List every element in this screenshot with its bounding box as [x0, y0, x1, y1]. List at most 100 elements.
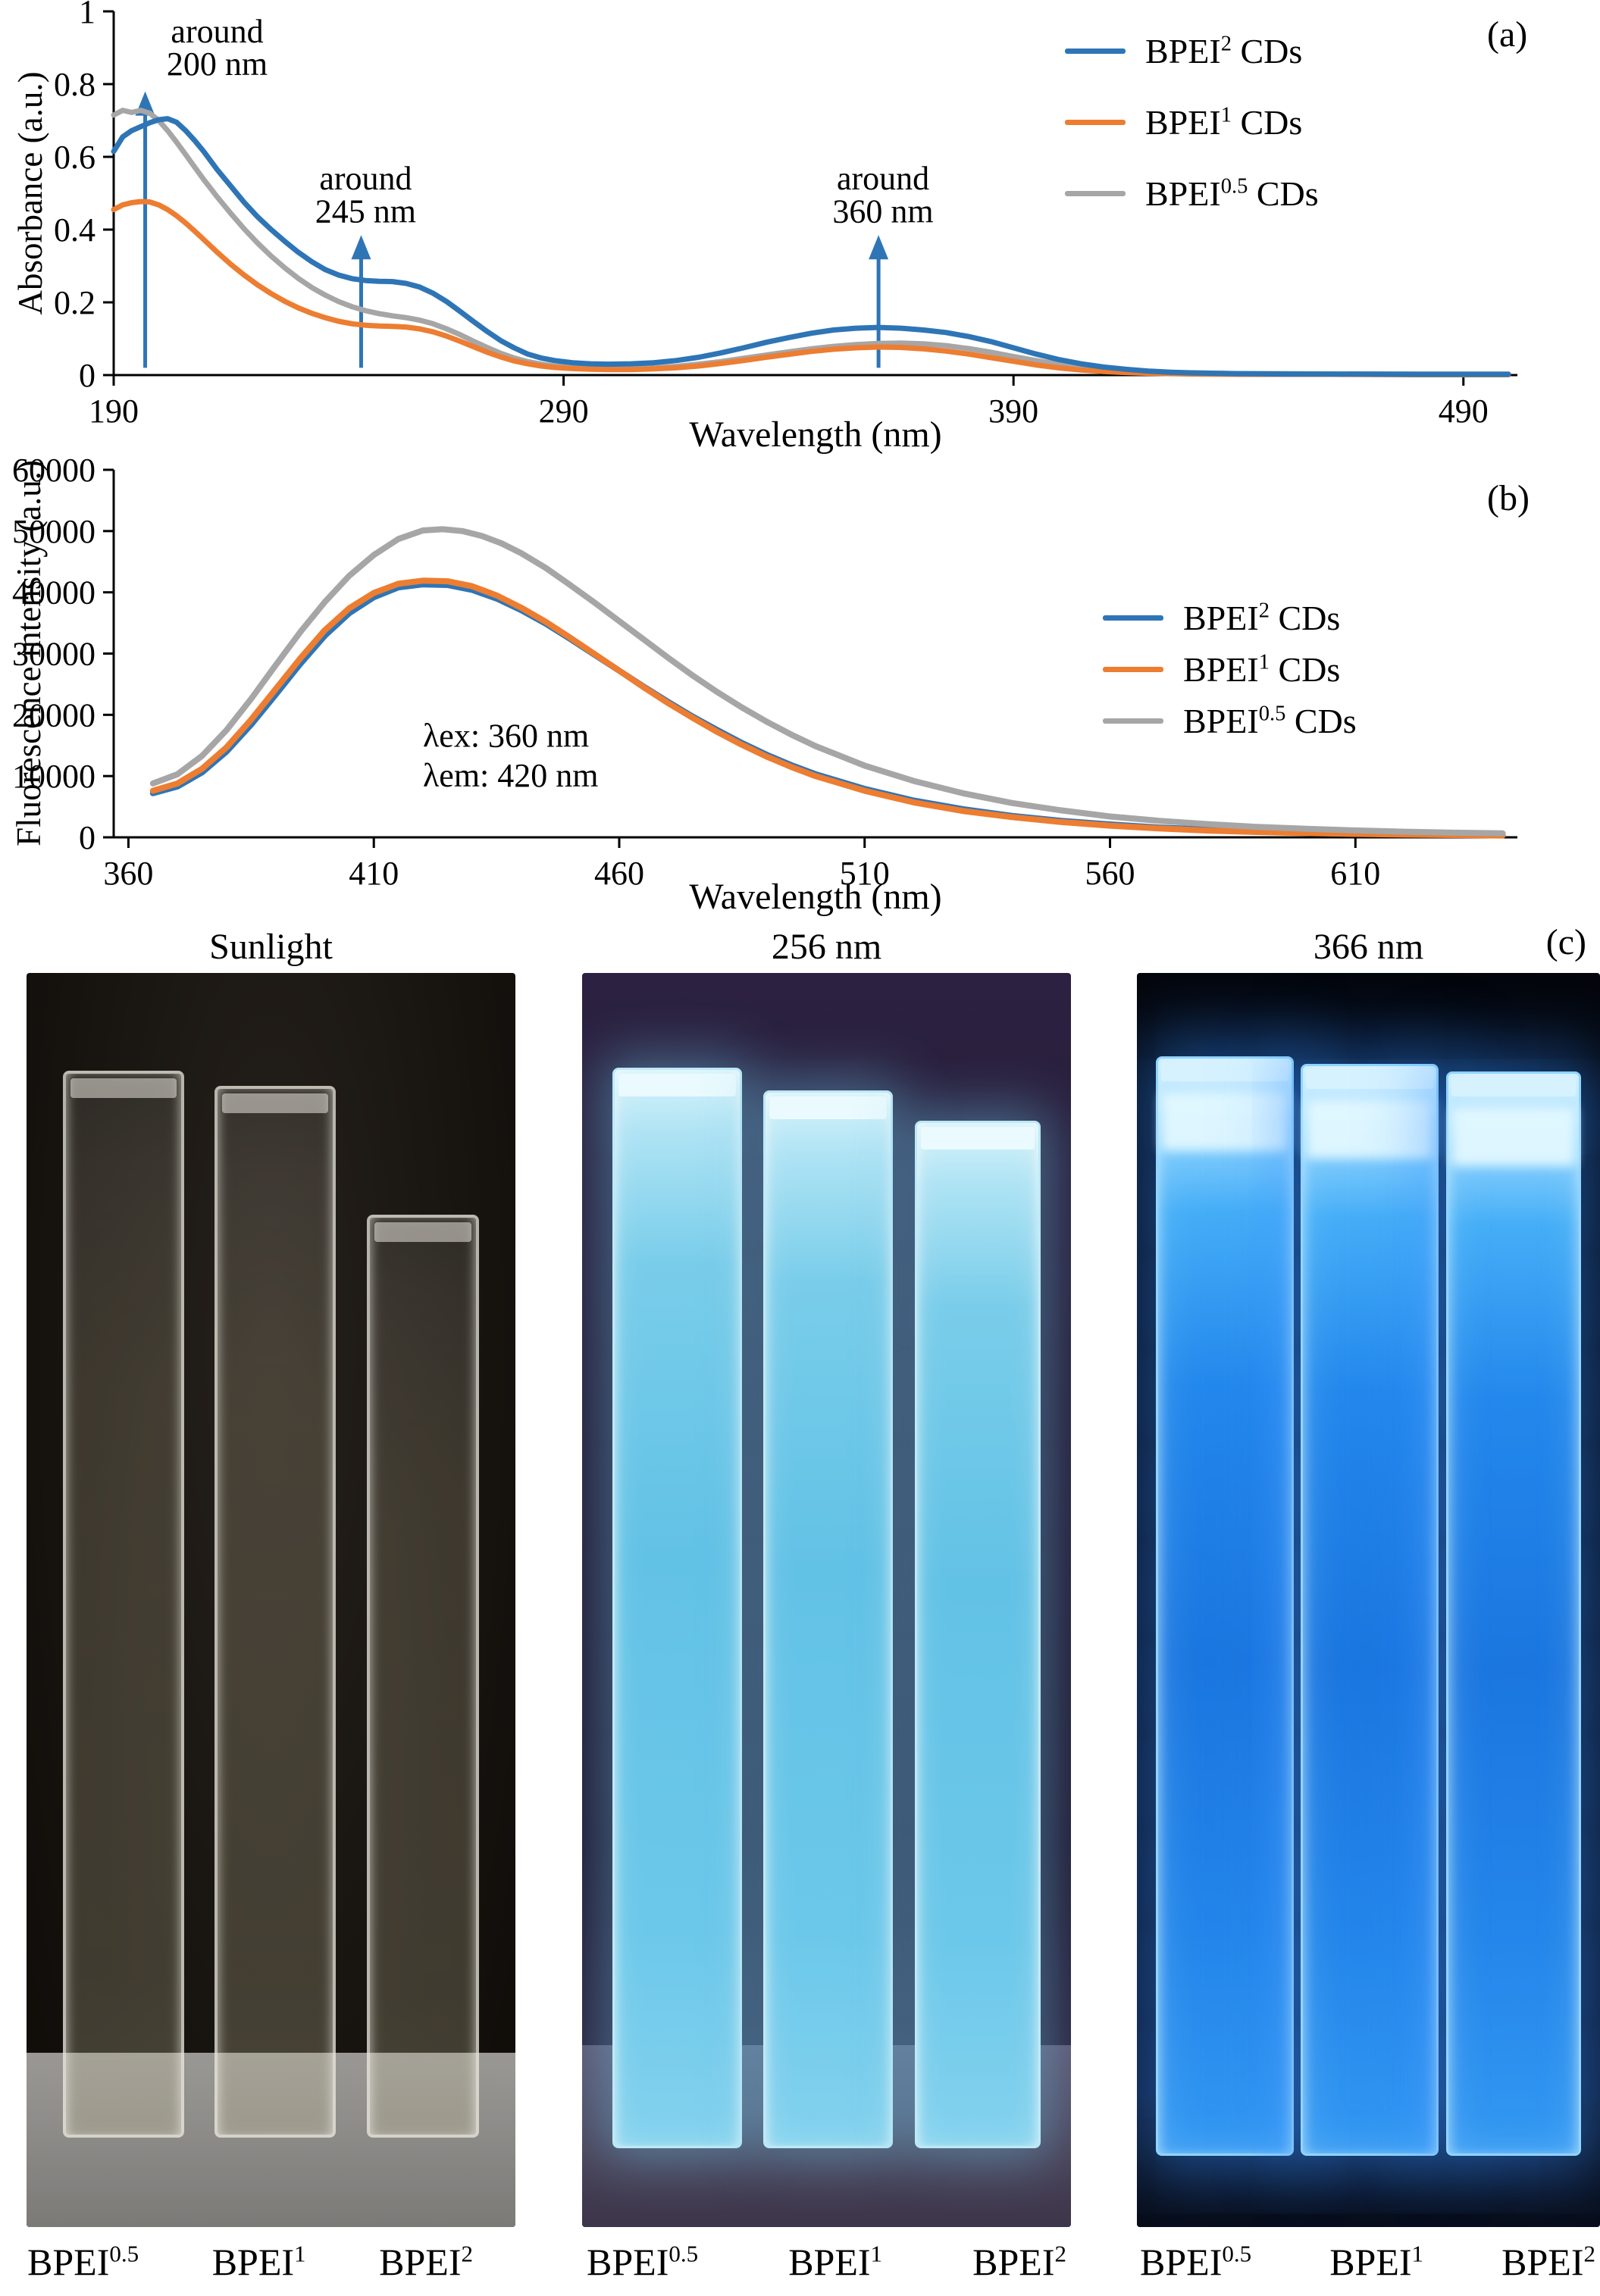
svg-text:490: 490 — [1439, 393, 1489, 430]
svg-text:200 nm: 200 nm — [167, 45, 268, 83]
cuvette-bpei1 — [1301, 1064, 1439, 2156]
glow-band — [1306, 1100, 1434, 1159]
photo-256nm — [582, 973, 1071, 2227]
cuvette-label-bpei05: BPEI0.5 — [1140, 2240, 1252, 2283]
cuvette-rim — [618, 1074, 737, 1096]
svg-text:1: 1 — [79, 0, 95, 30]
svg-text:610: 610 — [1330, 855, 1380, 892]
svg-text:40000: 40000 — [12, 574, 95, 612]
cuvette-labels-366nm: BPEI0.5 BPEI1 BPEI2 — [1135, 2240, 1600, 2293]
svg-text:0: 0 — [79, 357, 95, 394]
photo-sunlight — [27, 973, 515, 2227]
cuvette-rim — [222, 1093, 329, 1113]
svg-text:360 nm: 360 nm — [832, 192, 933, 230]
cuvette-bpei1 — [763, 1090, 894, 2148]
cuvette-bpei05 — [612, 1068, 743, 2148]
svg-text:390: 390 — [988, 393, 1038, 430]
glow-band — [1160, 1092, 1288, 1151]
cuvette-row — [27, 973, 515, 2227]
x-axis-label-wavelength-a: Wavelength (nm) — [689, 414, 942, 455]
cuvette-row — [1137, 973, 1600, 2227]
svg-text:30000: 30000 — [12, 636, 95, 673]
legend-label: BPEI1 CDs — [1183, 649, 1341, 689]
photo-caption-sunlight: Sunlight — [209, 927, 333, 967]
svg-text:λem: 420 nm: λem: 420 nm — [423, 757, 599, 794]
cuvette-bpei2 — [914, 1121, 1041, 2148]
cuvette-label-bpei2: BPEI2 — [1501, 2240, 1595, 2283]
cuvette-rim — [374, 1222, 471, 1242]
y-axis-label-fluorescence: Fluorescence intensity (a.u.) — [10, 460, 48, 846]
svg-text:50000: 50000 — [12, 513, 95, 550]
legend-entry-bpei05: BPEI0.5 CDs — [1103, 700, 1357, 741]
y-axis-label-absorbance: Absorbance (a.u.) — [11, 71, 49, 315]
svg-text:around: around — [319, 160, 412, 197]
cuvette-label-bpei2: BPEI2 — [379, 2240, 473, 2283]
svg-text:0.4: 0.4 — [54, 211, 95, 249]
cuvette-bpei2 — [366, 1215, 479, 2138]
svg-text:460: 460 — [594, 855, 644, 892]
legend-label: BPEI2 CDs — [1183, 598, 1341, 637]
legend-swatch-orange — [1065, 119, 1126, 125]
legend-swatch-blue — [1103, 615, 1163, 621]
cuvette-bpei05 — [63, 1071, 185, 2138]
legend-b: BPEI2 CDs BPEI1 CDs BPEI0.5 CDs — [1103, 597, 1357, 741]
panel-a-label: (a) — [1487, 14, 1528, 55]
legend-entry-bpei2: BPEI2 CDs — [1065, 30, 1319, 71]
glow-band — [1451, 1107, 1577, 1166]
legend-label: BPEI1 CDs — [1145, 102, 1303, 142]
svg-text:245 nm: 245 nm — [315, 192, 416, 230]
legend-a: BPEI2 CDs BPEI1 CDs BPEI0.5 CDs — [1065, 30, 1319, 214]
legend-label: BPEI0.5 CDs — [1145, 174, 1319, 213]
table-surface — [27, 2053, 515, 2227]
svg-text:360: 360 — [103, 855, 153, 892]
cuvette-label-bpei1: BPEI1 — [211, 2240, 306, 2283]
svg-text:60000: 60000 — [12, 455, 95, 489]
cuvette-label-bpei1: BPEI1 — [788, 2240, 883, 2283]
svg-text:290: 290 — [539, 393, 589, 430]
panel-b-label: (b) — [1487, 478, 1530, 518]
svg-text:0.8: 0.8 — [54, 66, 95, 103]
photo-caption-366nm: 366 nm — [1313, 927, 1424, 967]
svg-text:around: around — [171, 13, 263, 50]
legend-entry-bpei2: BPEI2 CDs — [1103, 597, 1357, 638]
panel-c-label: (c) — [1545, 922, 1586, 962]
cuvette-label-bpei2: BPEI2 — [972, 2240, 1066, 2283]
photo-366nm — [1137, 973, 1600, 2227]
cuvette-label-bpei05: BPEI0.5 — [587, 2240, 699, 2283]
cuvette-bpei1 — [214, 1086, 337, 2138]
svg-text:410: 410 — [349, 855, 399, 892]
svg-text:560: 560 — [1085, 855, 1135, 892]
cuvette-rim — [1451, 1077, 1577, 1096]
svg-text:0.2: 0.2 — [54, 284, 95, 321]
cuvette-label-bpei05: BPEI0.5 — [27, 2240, 139, 2283]
panel-c: Sunlight 256 nm 366 nm (c) — [0, 922, 1600, 2296]
svg-text:around: around — [837, 160, 929, 197]
cuvette-bpei05 — [1155, 1056, 1294, 2156]
svg-text:20000: 20000 — [12, 696, 95, 734]
photo-caption-256nm: 256 nm — [771, 927, 882, 967]
cuvette-labels-256nm: BPEI0.5 BPEI1 BPEI2 — [582, 2240, 1071, 2293]
svg-text:0.6: 0.6 — [54, 139, 95, 176]
cuvette-rim — [769, 1096, 888, 1119]
legend-swatch-blue — [1065, 48, 1126, 54]
svg-text:0: 0 — [79, 819, 95, 856]
svg-text:190: 190 — [89, 393, 139, 430]
cuvette-rim — [1160, 1062, 1288, 1081]
svg-text:λex: 360 nm: λex: 360 nm — [423, 717, 589, 754]
cuvette-bpei2 — [1446, 1071, 1582, 2156]
legend-swatch-gray — [1065, 190, 1126, 196]
legend-swatch-orange — [1103, 666, 1163, 672]
legend-entry-bpei1: BPEI1 CDs — [1103, 649, 1357, 690]
cuvette-rim — [920, 1127, 1035, 1150]
legend-entry-bpei1: BPEI1 CDs — [1065, 102, 1319, 142]
legend-label: BPEI2 CDs — [1145, 31, 1303, 70]
fluorescence-chart: 360 410 460 510 560 610 0 10000 20000 30000 40000 5… — [12, 455, 1517, 892]
legend-entry-bpei05: BPEI0.5 CDs — [1065, 173, 1319, 214]
cuvette-labels-sunlight: BPEI0.5 BPEI1 BPEI2 — [23, 2240, 477, 2293]
cuvette-row — [582, 973, 1071, 2227]
cuvette-rim — [1306, 1069, 1434, 1089]
cuvette-label-bpei1: BPEI1 — [1329, 2240, 1424, 2283]
cuvette-rim — [70, 1078, 177, 1098]
